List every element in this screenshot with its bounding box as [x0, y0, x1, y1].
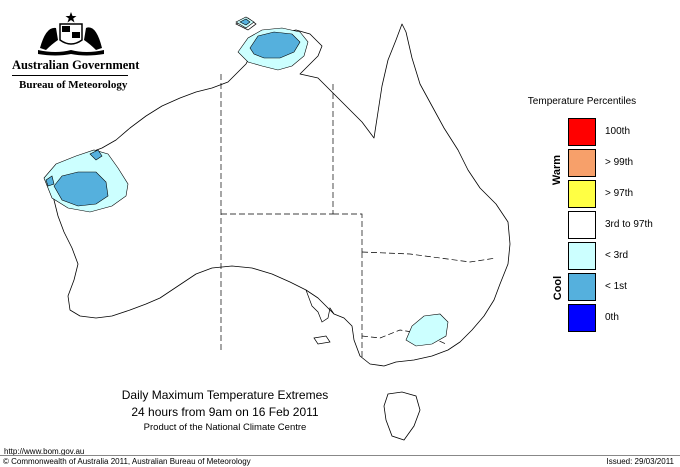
- region-top-end: [235, 16, 309, 71]
- legend-swatch: [568, 118, 596, 146]
- legend-swatch: [568, 149, 596, 177]
- region-pilbara: [43, 149, 129, 213]
- mainland-outline: [49, 23, 511, 367]
- map-title: Daily Maximum Temperature Extremes: [121, 388, 329, 402]
- legend-swatch: [568, 242, 596, 270]
- legend-cool-label: Cool: [552, 275, 565, 301]
- website-link[interactable]: http://www.bom.gov.au: [4, 447, 85, 456]
- agency-title: Bureau of Meteorology: [19, 79, 128, 91]
- issued-date: Issued: 29/03/2011: [606, 457, 674, 466]
- legend-swatch: [568, 211, 596, 239]
- region-victoria: [405, 313, 449, 347]
- region-below-1st-top-end: [249, 31, 301, 59]
- legend-label: 3rd to 97th: [605, 219, 653, 230]
- legend-label: < 1st: [605, 281, 627, 292]
- gulf-inlets: [305, 289, 335, 323]
- coat-of-arms-icon: [38, 12, 104, 56]
- legend-label: > 99th: [605, 157, 634, 168]
- map-subtitle: 24 hours from 9am on 16 Feb 2011: [131, 405, 319, 419]
- legend-warm-label: Warm: [551, 154, 564, 186]
- region-below-3rd-victoria: [405, 313, 449, 347]
- region-below-1st-tiwi: [239, 18, 251, 26]
- copyright-text: © Commonwealth of Australia 2011, Austra…: [3, 457, 251, 466]
- tasmania-outline: [383, 391, 421, 441]
- legend-title: Temperature Percentiles: [527, 96, 637, 107]
- legend-label: 0th: [605, 312, 619, 323]
- legend-swatch: [568, 304, 596, 332]
- region-below-1st-pilbara: [53, 171, 109, 207]
- kangaroo-island: [313, 335, 331, 345]
- legend-label: 100th: [605, 126, 631, 137]
- legend-label: < 3rd: [605, 250, 629, 261]
- legend-label: > 97th: [605, 188, 634, 199]
- region-below-1st-pilbara-north: [89, 149, 103, 161]
- legend-swatch: [568, 180, 596, 208]
- region-below-1st-pilbara-west: [45, 175, 55, 187]
- legend-swatch: [568, 273, 596, 301]
- coat-of-arms-logo: [10, 10, 132, 63]
- government-title: Australian Government: [12, 58, 140, 72]
- footer-divider: [0, 455, 680, 456]
- map-product-note: Product of the National Climate Centre: [143, 422, 307, 433]
- header-divider: [12, 75, 128, 76]
